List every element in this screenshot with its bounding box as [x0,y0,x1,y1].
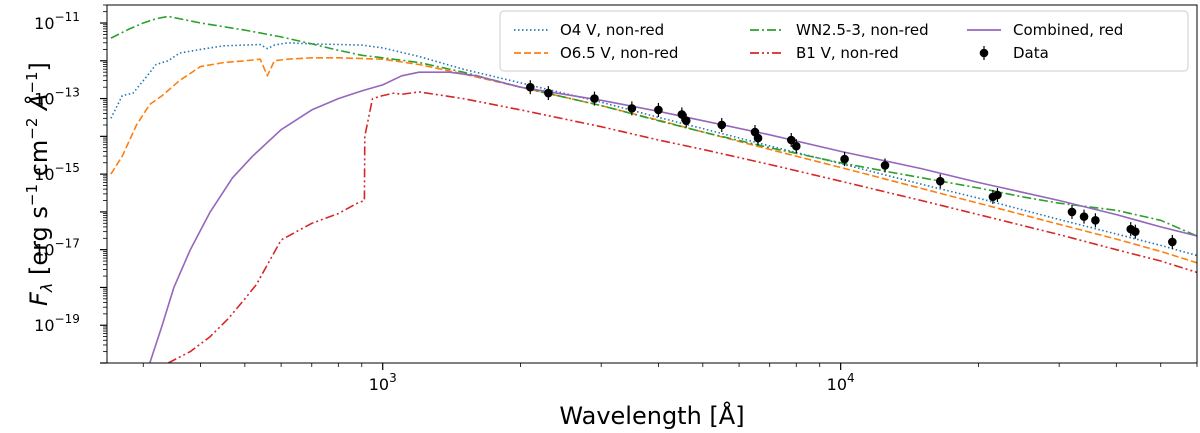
data-point [1091,215,1100,225]
x-tick-label: 104 [827,371,855,394]
data-point [840,154,849,164]
legend: O4 V, non-red O6.5 V, non-red WN2.5-3, non… [499,10,1189,72]
data-point [935,176,945,186]
data-point [753,133,763,143]
series-b1-v-non-red [167,91,1197,363]
legend-swatch-data [979,48,989,58]
svg-text:Fλ [erg s−1 cm−2 Å−1]: Fλ [erg s−1 cm−2 Å−1] [23,62,56,306]
data-points-layer [525,80,1177,249]
data-point [677,110,687,119]
data-point [1131,227,1140,236]
data-point [627,104,637,113]
plot-frame [106,4,1198,364]
data-point [544,88,553,98]
data-point [525,82,535,92]
x-axis-label: Wavelength [Å] [559,401,744,430]
y-tick-label: 10−13 [34,86,80,109]
data-point [1067,207,1077,217]
y-tick-label: 10−17 [34,237,80,260]
y-axis-label-group: Fλ [erg s−1 cm−2 Å−1] [23,62,56,306]
data-point [880,161,890,170]
legend-label: WN2.5-3, non-red [796,21,929,39]
y-axis: 10−11 10−13 10−15 10−17 10−19 [34,4,107,364]
legend-label: B1 V, non-red [796,44,899,62]
series-o4-v-non-red [110,41,1197,257]
y-tick-label: 10−19 [34,312,80,335]
y-tick-label: 10−15 [34,161,80,184]
data-point [717,120,727,130]
legend-label: O4 V, non-red [560,21,664,39]
legend-label: Combined, red [1013,21,1123,39]
data-point [786,135,796,145]
data-point [681,116,691,125]
series-combined-red [149,71,1197,363]
data-point [590,94,599,103]
data-point [791,141,801,151]
x-tick-label: 103 [369,371,397,394]
data-point [654,105,663,115]
data-point [1168,237,1177,247]
y-tick-label: 10−11 [34,10,80,33]
legend-box [499,10,1189,72]
series-o6-5-v-non-red [110,56,1197,264]
data-point [1079,212,1089,221]
data-point [993,190,1002,200]
x-axis: 103 104 [142,363,1198,394]
legend-label: O6.5 V, non-red [560,44,678,62]
legend-label: Data [1013,44,1049,62]
